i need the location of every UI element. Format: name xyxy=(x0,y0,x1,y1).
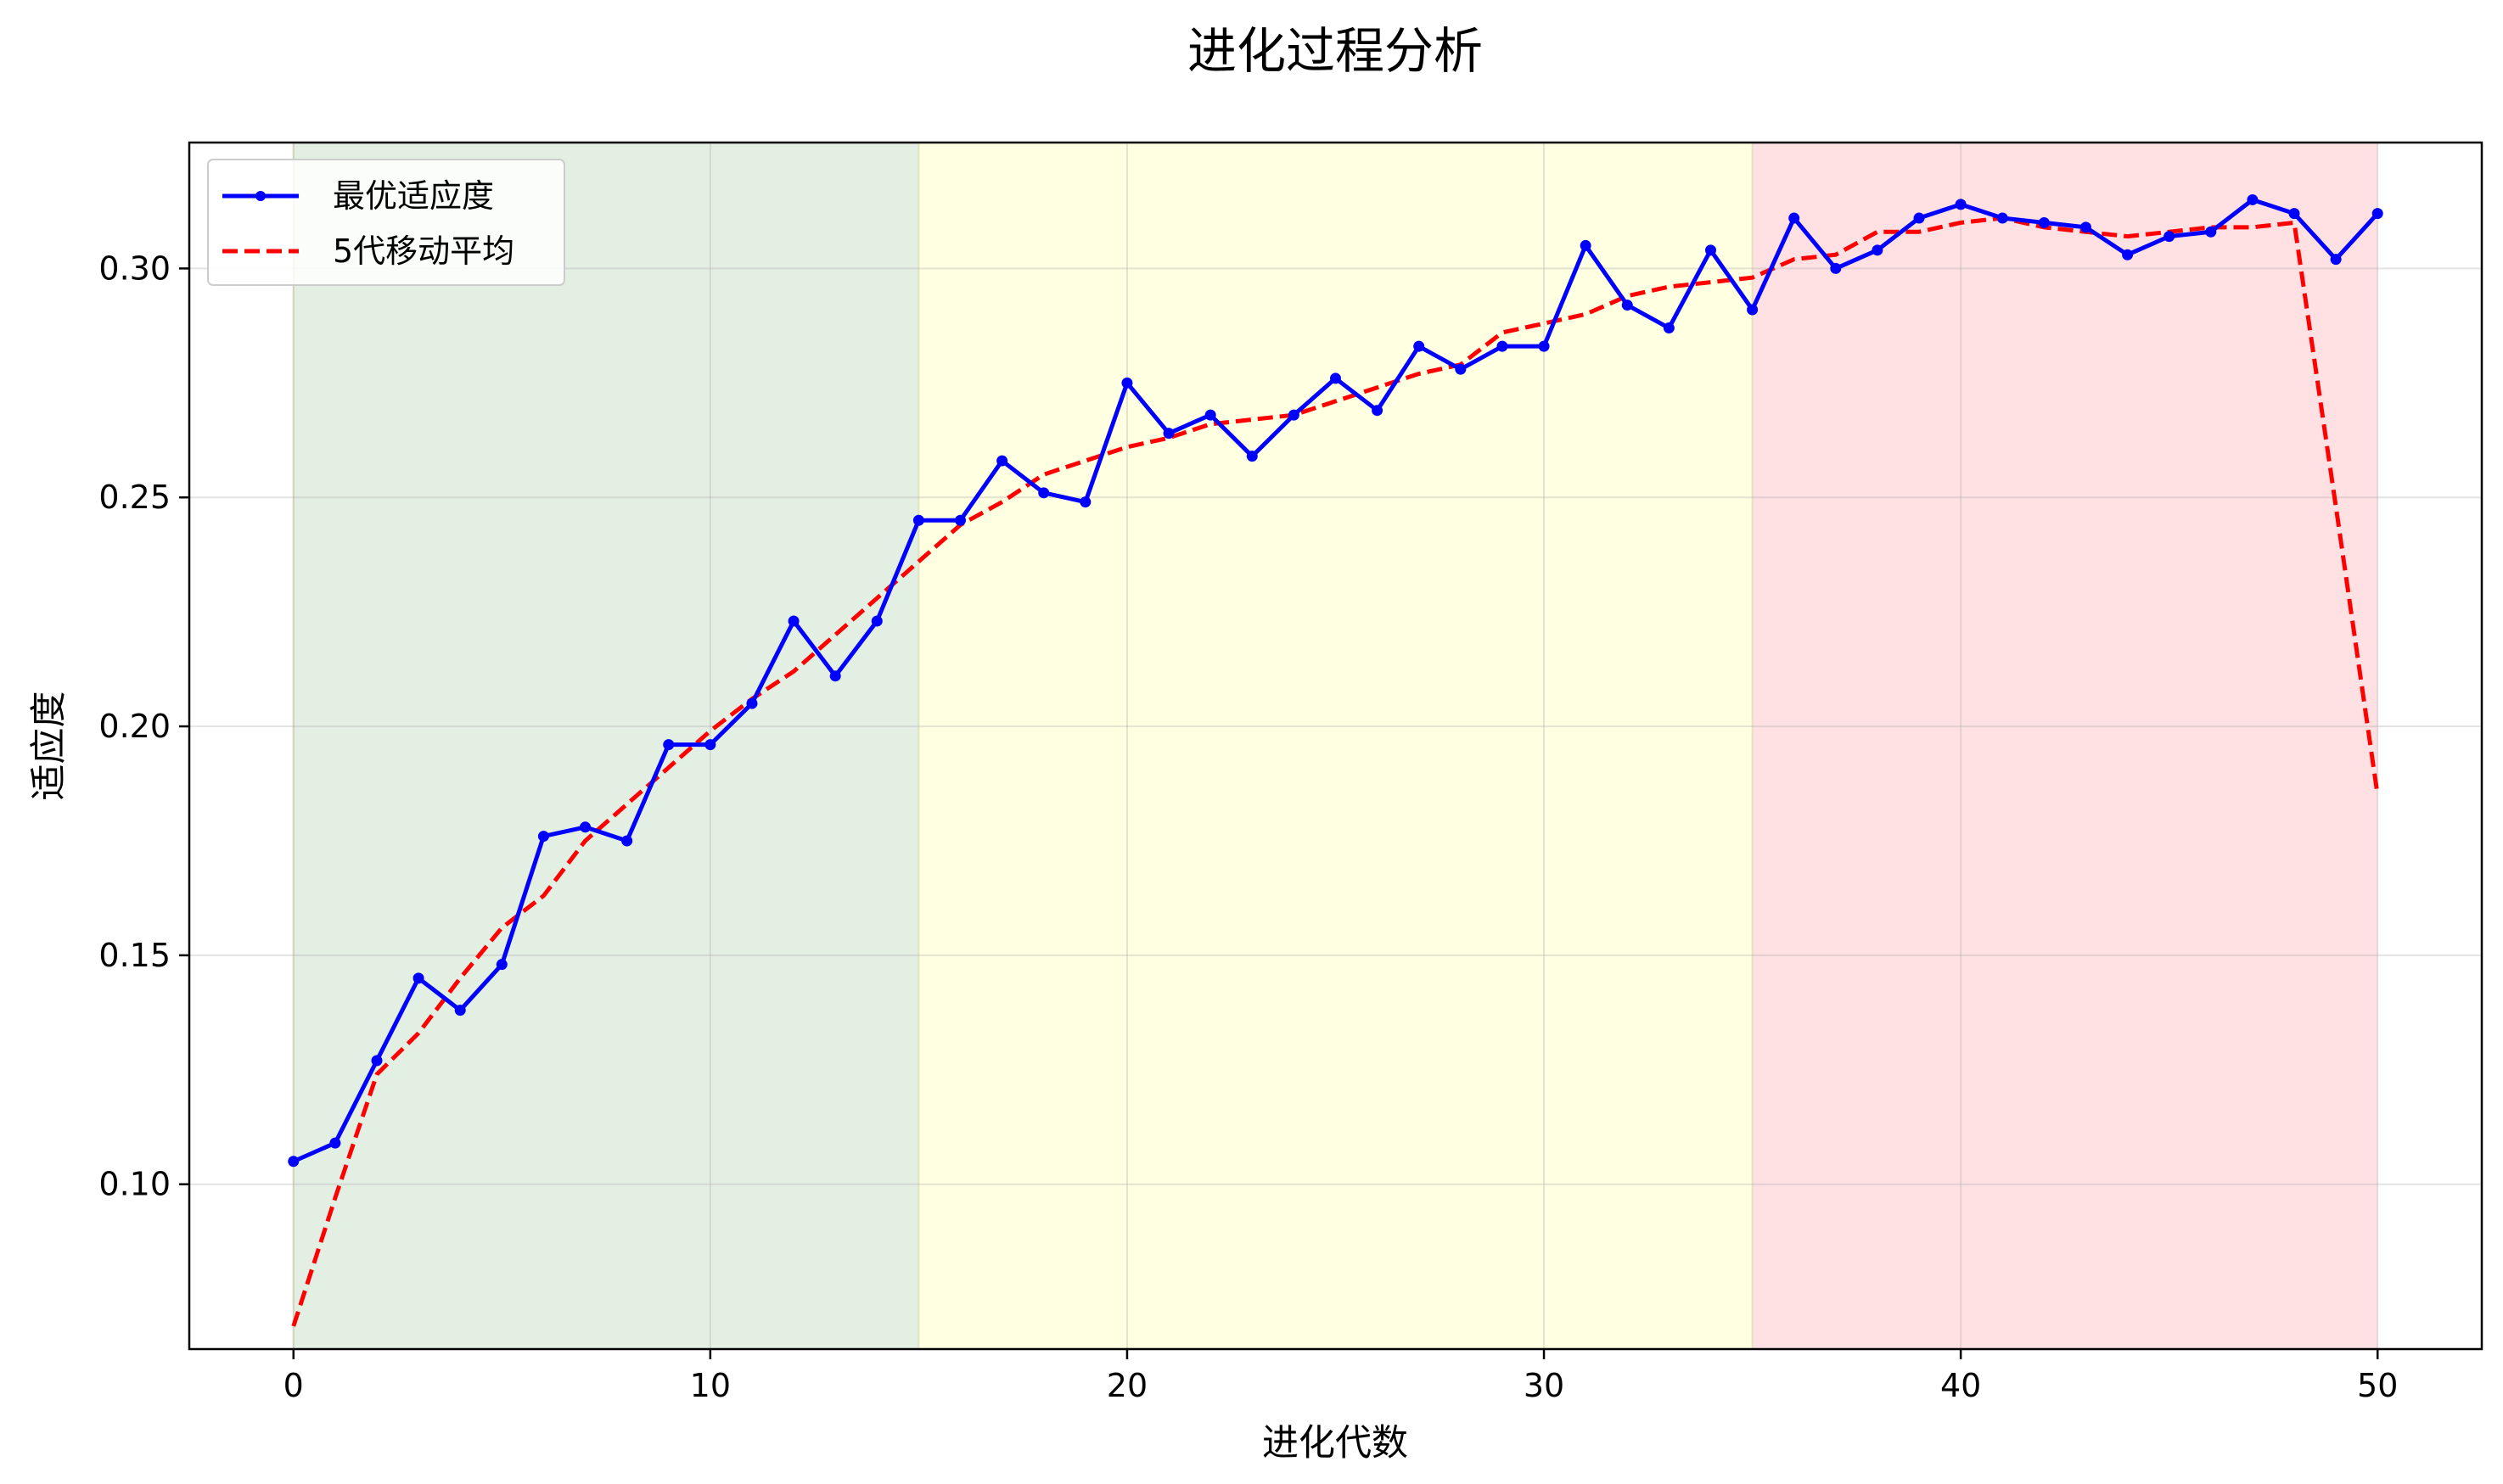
x-axis-label: 进化代数 xyxy=(1262,1422,1408,1464)
legend-marker-best xyxy=(255,191,266,201)
data-point-best-fitness xyxy=(663,739,675,751)
data-point-best-fitness xyxy=(704,739,716,751)
x-tick-label: 0 xyxy=(283,1367,304,1404)
data-point-best-fitness xyxy=(1288,409,1299,421)
data-point-best-fitness xyxy=(1704,244,1716,256)
data-point-best-fitness xyxy=(1788,212,1800,224)
data-point-best-fitness xyxy=(2205,226,2217,238)
data-point-best-fitness xyxy=(2247,193,2259,205)
data-point-best-fitness xyxy=(496,959,508,971)
y-tick-label: 0.25 xyxy=(98,479,171,516)
data-point-best-fitness xyxy=(871,615,883,627)
x-tick-label: 30 xyxy=(1524,1367,1564,1404)
x-tick-label: 20 xyxy=(1107,1367,1148,1404)
data-point-best-fitness xyxy=(1996,212,2008,224)
data-point-best-fitness xyxy=(580,821,592,833)
data-point-best-fitness xyxy=(2330,254,2342,266)
data-point-best-fitness xyxy=(2163,231,2175,243)
x-tick-label: 10 xyxy=(690,1367,731,1404)
data-point-best-fitness xyxy=(1372,405,1383,417)
data-point-best-fitness xyxy=(1830,262,1842,274)
data-point-best-fitness xyxy=(288,1156,300,1168)
data-point-best-fitness xyxy=(1080,496,1092,508)
data-point-best-fitness xyxy=(1955,199,1967,210)
data-point-best-fitness xyxy=(1538,340,1550,352)
chart-title: 进化过程分析 xyxy=(1187,22,1483,80)
data-point-best-fitness xyxy=(996,455,1008,467)
data-point-best-fitness xyxy=(1496,340,1508,352)
data-point-best-fitness xyxy=(1663,322,1675,334)
x-tick-label: 40 xyxy=(1940,1367,1981,1404)
data-point-best-fitness xyxy=(829,670,841,682)
y-tick-label: 0.30 xyxy=(98,249,171,287)
data-point-best-fitness xyxy=(2038,216,2050,228)
series-line-moving-average xyxy=(291,216,2380,1327)
plot-frame xyxy=(188,141,2483,1351)
phase-region-2 xyxy=(918,143,1753,1349)
data-point-best-fitness xyxy=(2288,208,2300,220)
data-point-best-fitness xyxy=(2122,249,2134,260)
y-tick-label: 0.10 xyxy=(98,1166,171,1203)
x-axis-ticks: 0 10 20 30 40 50 xyxy=(283,1349,2398,1404)
data-point-best-fitness xyxy=(746,697,758,709)
data-point-best-fitness xyxy=(1872,244,1883,256)
data-point-best-fitness xyxy=(788,615,800,627)
x-tick-label: 50 xyxy=(2357,1367,2398,1404)
legend: 最优适应度 5代移动平均 xyxy=(207,159,565,286)
data-point-best-fitness xyxy=(454,1005,466,1016)
phase-region-3 xyxy=(1752,143,2378,1349)
data-point-best-fitness xyxy=(412,972,424,984)
phase-regions xyxy=(292,143,2378,1349)
data-point-best-fitness xyxy=(1163,428,1175,440)
y-axis-label: 适应度 xyxy=(28,692,70,801)
data-point-best-fitness xyxy=(912,514,924,526)
series-layer xyxy=(288,193,2383,1327)
data-point-best-fitness xyxy=(621,835,633,847)
data-point-best-fitness xyxy=(1580,239,1591,251)
data-point-best-fitness xyxy=(1913,212,1925,224)
phase-region-1 xyxy=(293,143,919,1349)
data-point-best-fitness xyxy=(537,831,549,843)
data-point-best-fitness xyxy=(1747,304,1759,316)
y-axis-ticks: 0.10 0.15 0.20 0.25 0.30 xyxy=(98,249,189,1203)
data-point-best-fitness xyxy=(1121,377,1133,389)
data-point-best-fitness xyxy=(1455,363,1467,375)
data-point-best-fitness xyxy=(1413,340,1425,352)
legend-label-best: 最优适应度 xyxy=(333,177,494,215)
data-point-best-fitness xyxy=(2371,208,2383,220)
data-point-best-fitness xyxy=(1204,409,1216,421)
grid-lines xyxy=(189,143,2482,1349)
data-point-best-fitness xyxy=(2079,221,2091,233)
data-point-best-fitness xyxy=(1330,372,1341,384)
data-point-best-fitness xyxy=(1621,300,1633,311)
legend-box xyxy=(207,159,565,286)
legend-label-moving-average: 5代移动平均 xyxy=(333,232,514,270)
y-tick-label: 0.15 xyxy=(98,937,171,974)
data-point-best-fitness xyxy=(329,1137,341,1149)
data-point-best-fitness xyxy=(1038,487,1050,499)
data-point-best-fitness xyxy=(371,1055,383,1067)
data-point-best-fitness xyxy=(1246,451,1258,462)
data-point-best-fitness xyxy=(955,514,967,526)
y-tick-label: 0.20 xyxy=(98,708,171,745)
